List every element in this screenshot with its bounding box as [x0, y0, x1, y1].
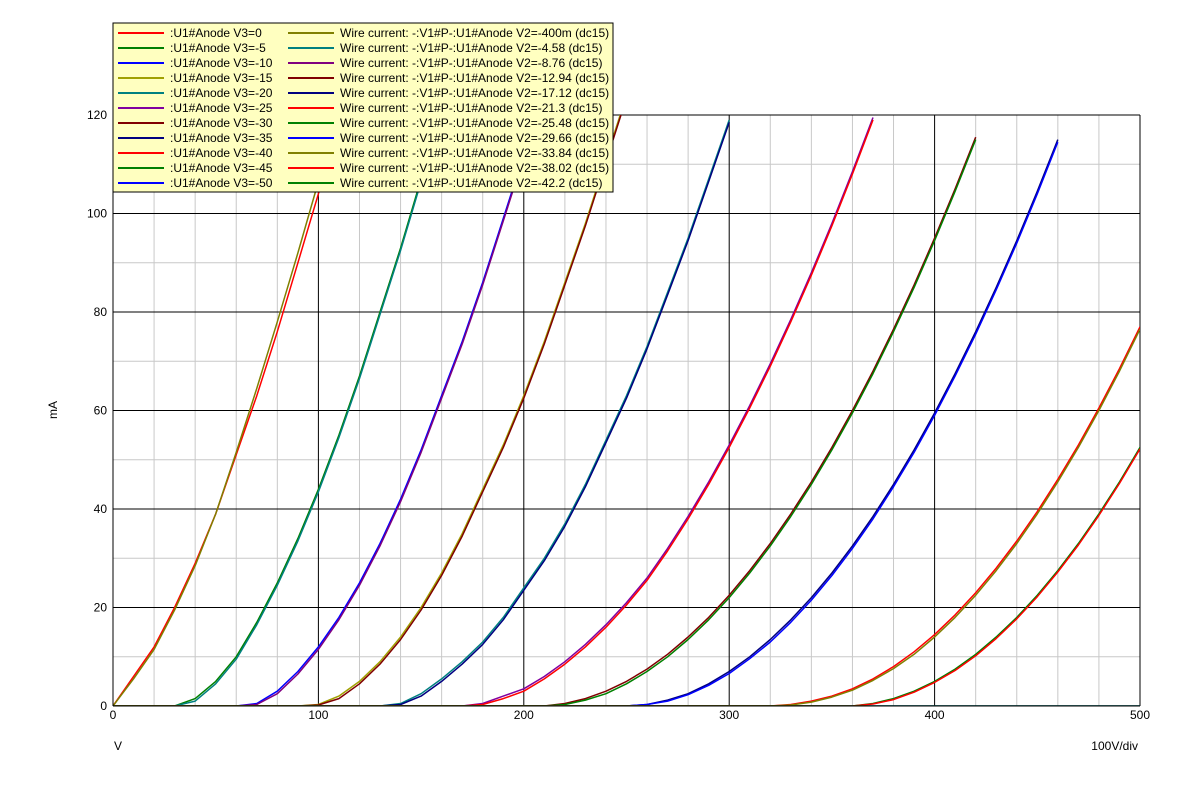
legend-label: :U1#Anode V3=-50 [170, 176, 273, 190]
legend-label: Wire current: -:V1#P-:U1#Anode V2=-21.3 … [340, 101, 602, 115]
x-tick-label: 0 [110, 708, 117, 722]
legend-label: Wire current: -:V1#P-:U1#Anode V2=-12.94… [340, 71, 609, 85]
series-line-8 [113, 139, 1059, 706]
series-line-9 [113, 326, 1140, 706]
legend-label: :U1#Anode V3=0 [170, 26, 262, 40]
legend-label: Wire current: -:V1#P-:U1#Anode V2=-25.48… [340, 116, 609, 130]
y-tick-label: 0 [100, 699, 107, 713]
legend-label: Wire current: -:V1#P-:U1#Anode V2=-42.2 … [340, 176, 602, 190]
series-line-20 [113, 328, 1140, 706]
y-tick-label: 80 [94, 305, 108, 319]
x-tick-label: 400 [925, 708, 945, 722]
series-line-19 [113, 141, 1059, 706]
x-tick-labels: 0 100 200 300 400 500 [110, 708, 1151, 722]
series-line-5 [113, 119, 730, 706]
series-line-17 [113, 119, 874, 706]
y-tick-label: 100 [87, 207, 107, 221]
legend: :U1#Anode V3=0:U1#Anode V3=-5:U1#Anode V… [112, 22, 614, 193]
x-scale-label: 100V/div [1091, 739, 1138, 753]
axes [112, 115, 1140, 707]
legend-label: :U1#Anode V3=-30 [170, 116, 273, 130]
series-line-3 [113, 115, 538, 706]
legend-label: :U1#Anode V3=-45 [170, 161, 273, 175]
legend-label: Wire current: -:V1#P-:U1#Anode V2=-4.58 … [340, 41, 602, 55]
series-line-6 [113, 117, 874, 706]
legend-label: Wire current: -:V1#P-:U1#Anode V2=-17.12… [340, 86, 609, 100]
y-tick-labels: 0 20 40 60 80 100 120 [87, 108, 107, 713]
series-line-21 [113, 448, 1140, 706]
legend-label: Wire current: -:V1#P-:U1#Anode V2=-8.76 … [340, 56, 602, 70]
x-tick-label: 300 [719, 708, 739, 722]
legend-label: Wire current: -:V1#P-:U1#Anode V2=-33.84… [340, 146, 609, 160]
y-tick-label: 120 [87, 108, 107, 122]
x-tick-label: 200 [514, 708, 534, 722]
legend-label: :U1#Anode V3=-15 [170, 71, 273, 85]
legend-label: :U1#Anode V3=-5 [170, 41, 266, 55]
series-line-7 [113, 136, 977, 706]
series-line-4 [113, 115, 621, 706]
series-line-13 [113, 115, 443, 706]
legend-label: :U1#Anode V3=-25 [170, 101, 273, 115]
legend-label: :U1#Anode V3=-10 [170, 56, 273, 70]
legend-label: Wire current: -:V1#P-:U1#Anode V2=-29.66… [340, 131, 609, 145]
x-tick-label: 100 [308, 708, 328, 722]
legend-label: Wire current: -:V1#P-:U1#Anode V2=-38.02… [340, 161, 609, 175]
legend-label: Wire current: -:V1#P-:U1#Anode V2=-400m … [340, 26, 609, 40]
x-tick-label: 500 [1130, 708, 1150, 722]
series-line-18 [113, 139, 977, 706]
legend-label: :U1#Anode V3=-35 [170, 131, 273, 145]
series-line-10 [113, 447, 1140, 706]
y-axis-title: mA [46, 401, 60, 419]
series-line-2 [113, 115, 443, 706]
x-axis-title: V [114, 739, 122, 753]
legend-label: :U1#Anode V3=-40 [170, 146, 273, 160]
series-line-16 [113, 122, 730, 706]
series-line-15 [113, 115, 622, 706]
y-tick-label: 20 [94, 601, 108, 615]
y-tick-label: 60 [94, 404, 108, 418]
legend-box [112, 22, 614, 193]
series-line-12 [113, 115, 339, 706]
y-tick-label: 40 [94, 502, 108, 516]
plot-curves [113, 115, 1140, 706]
legend-label: :U1#Anode V3=-20 [170, 86, 273, 100]
series-line-14 [113, 115, 538, 706]
